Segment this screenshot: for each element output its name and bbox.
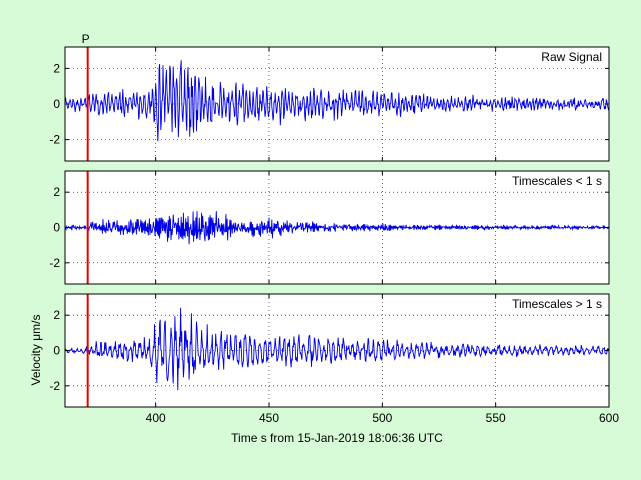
panel-title: Raw Signal (541, 50, 602, 64)
x-tick-label: 450 (259, 411, 279, 425)
x-tick-label: 600 (599, 411, 619, 425)
y-tick-label: -2 (49, 133, 60, 147)
x-tick-label: 500 (372, 411, 392, 425)
y-tick-label: 2 (53, 61, 60, 75)
signal-trace (64, 307, 610, 391)
x-tick-label: 550 (486, 411, 506, 425)
y-tick-label: 0 (53, 97, 60, 111)
y-axis-label: Velocity μm/s (29, 315, 43, 386)
x-tick-label: 400 (146, 411, 166, 425)
panel-2: -2 0 2 Timescales < 1 s (49, 170, 610, 285)
y-tick-label: 0 (53, 221, 60, 235)
panels: P -2 0 2 Raw Signal -2 0 2 Timescales < 1 s -2 0 2 4… (49, 32, 619, 425)
p-pick-label: P (82, 32, 90, 46)
y-tick-label: 0 (53, 344, 60, 358)
panel-3: -2 0 2 400 450 500 550 600 Timescales > 1 s (49, 293, 619, 425)
x-axis-label: Time s from 15-Jan-2019 18:06:36 UTC (231, 431, 443, 445)
panel-title: Timescales < 1 s (512, 174, 602, 188)
signal-trace (64, 60, 610, 142)
signal-trace (64, 211, 610, 245)
panel-title: Timescales > 1 s (512, 297, 602, 311)
y-tick-label: -2 (49, 379, 60, 393)
y-tick-label: 2 (53, 185, 60, 199)
y-tick-label: -2 (49, 256, 60, 270)
panel-1: P -2 0 2 Raw Signal (49, 32, 610, 162)
y-tick-label: 2 (53, 308, 60, 322)
